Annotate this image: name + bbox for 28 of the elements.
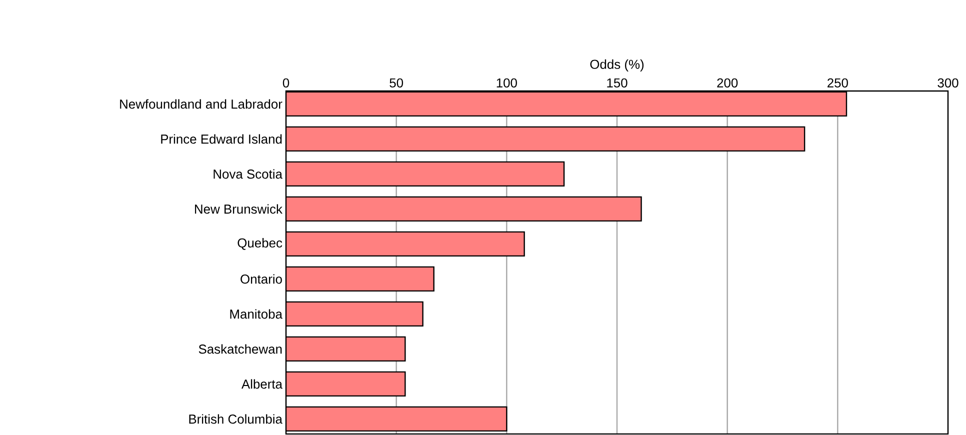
x-tick-label: 50: [390, 78, 404, 88]
bar: [286, 162, 565, 187]
y-tick-label: Ontario: [240, 274, 282, 284]
bar: [286, 406, 508, 432]
x-axis-title: Odds (%): [590, 60, 644, 72]
x-tick-label: 250: [828, 78, 848, 88]
y-tick-label: Manitoba: [230, 309, 282, 319]
y-tick-label: Quebec: [238, 238, 282, 250]
bar: [286, 336, 406, 362]
y-tick-label: New Brunswick: [195, 204, 282, 214]
x-tick-label: 0: [282, 78, 290, 88]
bar: [286, 266, 434, 292]
y-tick-label: Alberta: [241, 379, 282, 389]
y-tick-label: Saskatchewan: [198, 344, 282, 354]
x-tick-label: 200: [717, 78, 738, 88]
y-tick-label: Nova Scotia: [214, 169, 282, 179]
x-tick-label: 300: [938, 78, 958, 88]
bar: [286, 126, 806, 152]
x-tick-label: 150: [607, 78, 628, 88]
x-tick-label: 100: [496, 78, 517, 88]
bar: [286, 302, 424, 327]
y-tick-label: British Columbia: [189, 414, 282, 424]
bar: [286, 372, 406, 397]
y-tick-label: Newfoundland and Labrador: [120, 99, 282, 109]
bar: [286, 232, 525, 257]
y-tick-label: Prince Edward Island: [161, 134, 282, 144]
bar: [286, 196, 642, 222]
bar: [286, 92, 846, 116]
